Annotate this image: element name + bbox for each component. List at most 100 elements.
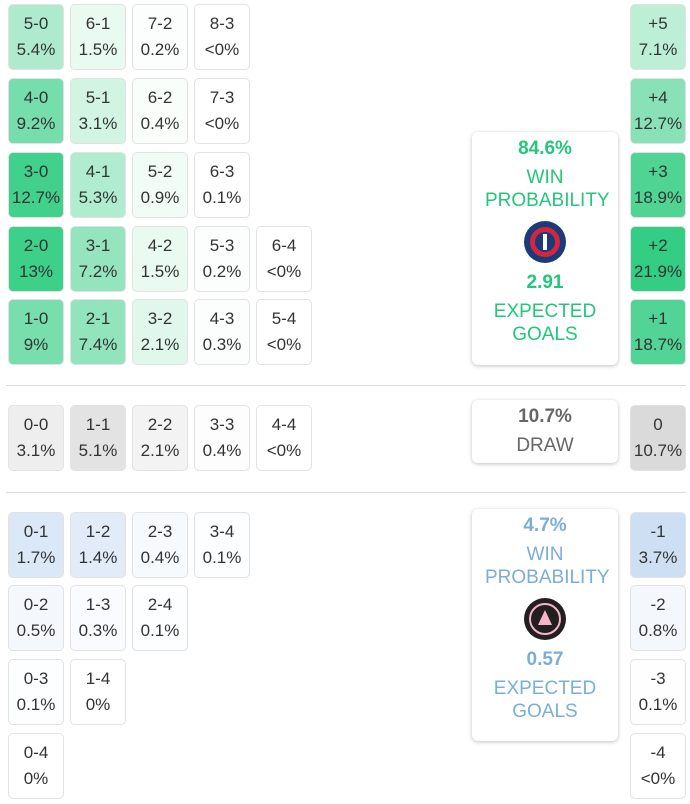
score: 6-3 [209,162,235,181]
probability: <0% [266,335,302,354]
probability: 5.1% [78,441,118,460]
probability: 0.1% [140,621,180,640]
probability: 12.7% [633,114,683,133]
probability: 21.9% [633,262,683,281]
probability: 7.2% [78,262,118,281]
score: 5-4 [271,309,297,328]
margin: +5 [648,14,668,33]
score-cell: 7-3 <0% [194,78,250,144]
score: 1-0 [23,309,49,328]
score: 0-3 [23,669,49,688]
score: 0-1 [23,522,49,541]
score: 4-0 [23,88,49,107]
probability: 0.2% [202,262,242,281]
score-cell: 3-0 12.7% [8,152,64,218]
score-cell: 0-0 3.1% [8,405,64,471]
score: 0-2 [23,595,49,614]
margin: +2 [648,236,668,255]
probability: 3.7% [638,548,678,567]
draw-probability: 10.7% [518,406,572,427]
probability: 2.1% [140,335,180,354]
probability: 0.3% [202,335,242,354]
score-cell: 0-2 0.5% [8,585,64,651]
score-cell: 7-2 0.2% [132,4,188,70]
draw-panel: 10.7% DRAW [472,400,618,463]
score-cell: 1-3 0.3% [70,585,126,651]
score-cell: 5-3 0.2% [194,226,250,292]
probability: 0.5% [16,621,56,640]
expected-goals: 2.91 [526,272,564,293]
score-cell: -1 3.7% [630,512,686,578]
score: 0-4 [23,743,49,762]
probability: 7.4% [78,335,118,354]
probability: 9% [23,335,49,354]
score-cell: 6-2 0.4% [132,78,188,144]
score: 5-1 [85,88,111,107]
score: 1-4 [85,669,111,688]
probability: <0% [204,114,240,133]
probability: 0.2% [140,40,180,59]
score: 1-3 [85,595,111,614]
probability: 5.3% [78,188,118,207]
away-panel: 4.7% WIN PROBABILITY 0.57 EXPECTED GOALS [472,509,618,741]
probability: 18.9% [633,188,683,207]
probability: 0.9% [140,188,180,207]
score: 6-4 [271,236,297,255]
score-cell: 4-0 9.2% [8,78,64,144]
score-cell: -2 0.8% [630,585,686,651]
divider [6,492,686,493]
probability: 3.1% [78,114,118,133]
probability: 0.8% [638,621,678,640]
probability: 0.1% [202,188,242,207]
score: 4-1 [85,162,111,181]
score: 4-3 [209,309,235,328]
score-cell: 2-3 0.4% [132,512,188,578]
score: 1-1 [85,415,111,434]
score-cell: +5 7.1% [630,4,686,70]
probability: 5.4% [16,40,56,59]
probability: 3.1% [16,441,56,460]
score-cell: 3-3 0.4% [194,405,250,471]
score: 6-1 [85,14,111,33]
score-cell: +2 21.9% [630,226,686,292]
score: 5-0 [23,14,49,33]
probability: 0.1% [202,548,242,567]
win-probability: 4.7% [523,515,567,536]
score-cell: 2-2 2.1% [132,405,188,471]
score: 8-3 [209,14,235,33]
probability: 0% [23,769,49,788]
expected-goals: 0.57 [526,649,564,670]
margin: -4 [650,743,666,762]
team-logo [524,221,566,263]
probability: 18.7% [633,335,683,354]
label: WIN PROBABILITY [485,167,610,211]
score-cell: 0-3 0.1% [8,659,64,725]
score-cell: 1-1 5.1% [70,405,126,471]
score-cell: 5-4 <0% [256,299,312,365]
score-cell: 5-2 0.9% [132,152,188,218]
label: EXPECTED GOALS [493,678,597,722]
margin: -1 [650,522,666,541]
score-cell: 2-4 0.1% [132,585,188,651]
label: DRAW [516,435,574,456]
score-cell: 4-3 0.3% [194,299,250,365]
probability: 1.4% [78,548,118,567]
score-cell: -4 <0% [630,733,686,799]
score: 1-2 [85,522,111,541]
score: 4-2 [147,236,173,255]
probability: 0.4% [140,114,180,133]
score-cell: 8-3 <0% [194,4,250,70]
score-cell: 0 10.7% [630,405,686,471]
probability: 0.4% [140,548,180,567]
probability: 0.4% [202,441,242,460]
score-cell: 5-0 5.4% [8,4,64,70]
score-cell: 4-2 1.5% [132,226,188,292]
margin: -2 [650,595,666,614]
score: 7-3 [209,88,235,107]
score-cell: 0-4 0% [8,733,64,799]
score: 3-0 [23,162,49,181]
score: 3-1 [85,236,111,255]
probability: 0.1% [16,695,56,714]
margin: +1 [648,309,668,328]
